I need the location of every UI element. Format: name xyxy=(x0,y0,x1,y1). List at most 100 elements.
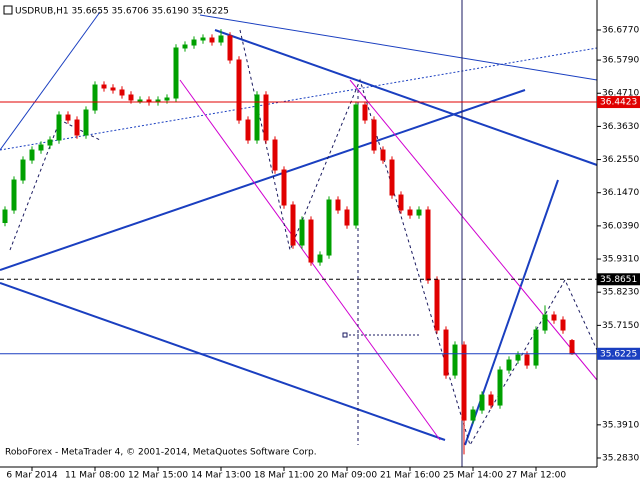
y-tick-label: 35.7150 xyxy=(602,321,639,331)
candle-body xyxy=(29,149,35,161)
candle-body xyxy=(11,179,17,211)
price-label: 36.4423 xyxy=(600,98,637,108)
candle-body xyxy=(488,394,494,406)
x-tick-label: 20 Mar 09:00 xyxy=(317,471,377,480)
candle-body xyxy=(110,87,116,91)
trend-line xyxy=(0,11,101,151)
x-tick-label: 27 Mar 12:00 xyxy=(506,471,566,480)
candle-body xyxy=(164,97,170,101)
candle-body xyxy=(398,194,404,211)
candle-body xyxy=(254,94,260,141)
candle-body xyxy=(533,329,539,366)
candle-body xyxy=(335,199,341,211)
trend-line xyxy=(199,14,598,81)
candle-body xyxy=(452,344,458,376)
y-tick-label: 35.3910 xyxy=(602,420,639,430)
x-tick-label: 21 Mar 16:00 xyxy=(380,471,440,480)
y-tick-label: 36.5790 xyxy=(602,56,639,66)
candle-body xyxy=(362,104,368,121)
symbol-icon xyxy=(3,5,13,15)
x-tick-label: 11 Mar 08:00 xyxy=(65,471,125,480)
trend-lines xyxy=(0,0,598,467)
candle-body xyxy=(299,219,305,246)
candle-body xyxy=(200,37,206,41)
trend-line xyxy=(0,89,526,271)
candle-body xyxy=(317,254,323,263)
candle-body xyxy=(551,314,557,321)
candles xyxy=(2,29,575,455)
candle-body xyxy=(389,159,395,196)
candle-body xyxy=(434,279,440,331)
y-tick-label: 36.2550 xyxy=(602,155,639,165)
x-tick-label: 12 Mar 15:00 xyxy=(128,471,188,480)
candle-body xyxy=(416,209,422,216)
y-tick-label: 36.4710 xyxy=(602,89,639,99)
candle-body xyxy=(506,359,512,371)
x-tick-label: 6 Mar 2014 xyxy=(6,471,58,480)
candle-body xyxy=(560,319,566,331)
candle-body xyxy=(218,35,224,43)
footer: RoboForex - MetaTrader 4, © 2001-2014, M… xyxy=(5,448,317,458)
candle-body xyxy=(119,89,125,96)
price-label: 35.6225 xyxy=(600,349,637,359)
candle-body xyxy=(245,119,251,141)
candle-body xyxy=(353,104,359,226)
x-tick-label: 14 Mar 13:00 xyxy=(191,471,251,480)
candle-body xyxy=(182,44,188,49)
price-label: 35.8651 xyxy=(600,275,637,285)
channel-line xyxy=(349,79,598,381)
candle-body xyxy=(263,94,269,141)
candle-body xyxy=(326,199,332,256)
candle-body xyxy=(20,159,26,181)
candle-body xyxy=(461,344,467,421)
candle-body xyxy=(92,84,98,111)
candle-body xyxy=(470,409,476,421)
price-label-box xyxy=(597,96,640,109)
candle-body xyxy=(542,314,548,331)
candle-body xyxy=(371,119,377,151)
candle-body xyxy=(227,35,233,61)
y-tick-label: 35.9310 xyxy=(602,255,639,265)
candle-body xyxy=(65,114,71,121)
candle-body xyxy=(290,204,296,246)
y-tick-label: 36.3630 xyxy=(602,122,639,132)
trend-line xyxy=(0,47,598,151)
candle-body xyxy=(173,47,179,99)
candle-body xyxy=(479,394,485,411)
candle-body xyxy=(407,209,413,216)
trend-line xyxy=(0,282,446,441)
candle-body xyxy=(515,354,521,361)
chart-title: USDRUB,H1 35.6655 35.6706 35.6190 35.622… xyxy=(15,7,229,17)
plot-area xyxy=(0,0,598,467)
x-tick-label: 18 Mar 11:00 xyxy=(254,471,314,480)
candle-body xyxy=(128,94,134,101)
candle-body xyxy=(191,39,197,46)
candle-body xyxy=(497,369,503,406)
price-label-box xyxy=(597,273,640,286)
anchor-point xyxy=(342,332,348,338)
candle-body xyxy=(344,209,350,226)
y-tick-label: 36.1470 xyxy=(602,188,639,198)
candle-body xyxy=(38,144,44,151)
candle-body xyxy=(236,59,242,121)
candle-body xyxy=(425,209,431,281)
y-tick-label: 36.6770 xyxy=(602,25,639,35)
x-tick-label: 25 Mar 14:00 xyxy=(443,471,503,480)
y-tick-label: 36.0390 xyxy=(602,221,639,231)
candle-body xyxy=(56,114,62,141)
candle-body xyxy=(137,99,143,102)
wave-path xyxy=(239,29,598,447)
trend-line xyxy=(214,29,598,166)
candle-body xyxy=(524,354,530,366)
y-tick-label: 35.8230 xyxy=(602,288,639,298)
candle-body xyxy=(2,209,8,224)
candle-body xyxy=(209,37,215,43)
candle-body xyxy=(101,84,107,89)
candle-body xyxy=(308,219,314,263)
candle-body xyxy=(443,329,449,376)
candle-body xyxy=(83,109,89,136)
candle-body xyxy=(281,169,287,206)
candle-body xyxy=(569,340,575,355)
